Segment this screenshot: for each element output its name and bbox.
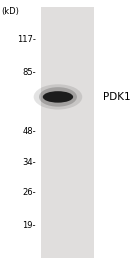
- Text: 48-: 48-: [22, 127, 36, 135]
- Text: (kD): (kD): [1, 7, 19, 16]
- Ellipse shape: [39, 87, 77, 107]
- Text: 19-: 19-: [22, 221, 36, 230]
- Bar: [41, 7, 94, 258]
- Text: 34-: 34-: [22, 158, 36, 167]
- Ellipse shape: [34, 84, 82, 109]
- Text: PDK1: PDK1: [104, 92, 131, 102]
- Text: 117-: 117-: [17, 35, 36, 44]
- Text: 26-: 26-: [22, 188, 36, 197]
- Ellipse shape: [43, 91, 73, 103]
- Text: 85-: 85-: [22, 68, 36, 77]
